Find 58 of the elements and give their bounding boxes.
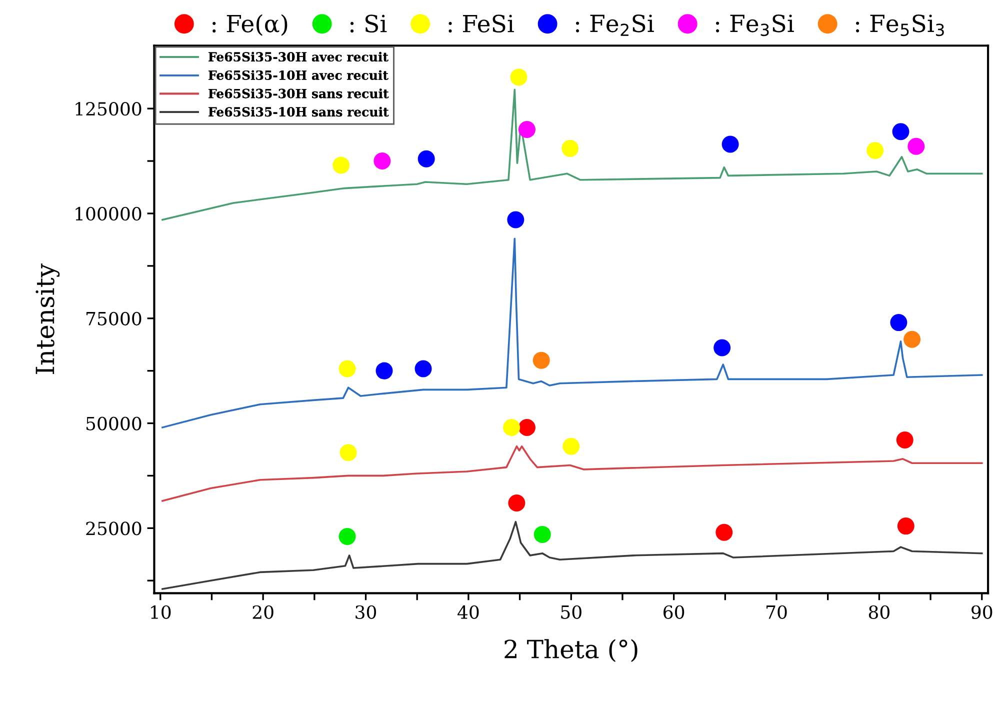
point — [722, 136, 739, 153]
line-series — [162, 88, 983, 221]
point — [332, 156, 350, 174]
point — [503, 418, 520, 436]
point — [890, 314, 908, 332]
point — [418, 150, 435, 168]
x-tick-label: 20 — [252, 605, 274, 619]
legend-label: Fe65Si35-10H sans recuit — [208, 106, 389, 117]
legend-label: : Fe(α) — [212, 14, 288, 36]
x-axis-title: 2 Theta (°) — [504, 639, 638, 662]
point — [714, 339, 731, 356]
x-tick-label: 60 — [664, 605, 684, 619]
point — [892, 123, 910, 140]
point — [518, 418, 536, 436]
point — [897, 518, 914, 535]
y-axis-title: Intensity — [36, 264, 60, 374]
y-tick-label: 75000 — [86, 312, 142, 326]
point — [532, 352, 550, 369]
y-tick-label: 125000 — [76, 102, 142, 116]
point — [338, 360, 356, 378]
point — [904, 330, 921, 348]
point — [866, 142, 884, 160]
legend-label: : Fe$_{5}$Si$_{3}$ — [856, 14, 944, 36]
line-series — [162, 445, 983, 502]
legend-label: Fe65Si35-10H avec recuit — [208, 70, 388, 80]
line-series — [162, 520, 983, 590]
point — [716, 524, 733, 541]
x-tick-label: 90 — [972, 605, 992, 619]
x-tick-label: 40 — [458, 605, 479, 619]
legend-label: Fe65Si35-30H avec recuit — [208, 52, 388, 62]
point — [376, 362, 393, 380]
point — [510, 68, 528, 86]
x-tick-label: 50 — [561, 605, 582, 619]
point — [414, 360, 432, 378]
x-tick-label: 70 — [766, 605, 787, 619]
y-tick-label: 100000 — [76, 206, 142, 221]
point — [508, 494, 526, 512]
legend-label: : FeSi — [448, 14, 514, 33]
x-tick-label: 30 — [356, 605, 376, 619]
point — [562, 438, 580, 455]
point — [896, 432, 914, 449]
point — [374, 152, 391, 170]
legend-label: Fe65Si35-30H sans recuit — [208, 88, 389, 98]
point — [507, 211, 524, 228]
legend-label: : Fe$_{2}$Si — [576, 14, 654, 36]
point — [338, 528, 356, 546]
y-tick-label: 25000 — [86, 522, 142, 536]
y-tick-label: 50000 — [86, 416, 142, 430]
legend-label: : Si — [350, 14, 387, 33]
x-tick-label: 80 — [868, 605, 890, 619]
point — [534, 526, 551, 543]
point — [562, 140, 579, 157]
legend-label: : Fe$_{3}$Si — [716, 14, 794, 36]
x-tick-label: 10 — [151, 605, 171, 619]
point — [908, 138, 925, 155]
line-series — [162, 238, 983, 428]
point — [518, 121, 536, 138]
point — [340, 444, 357, 462]
